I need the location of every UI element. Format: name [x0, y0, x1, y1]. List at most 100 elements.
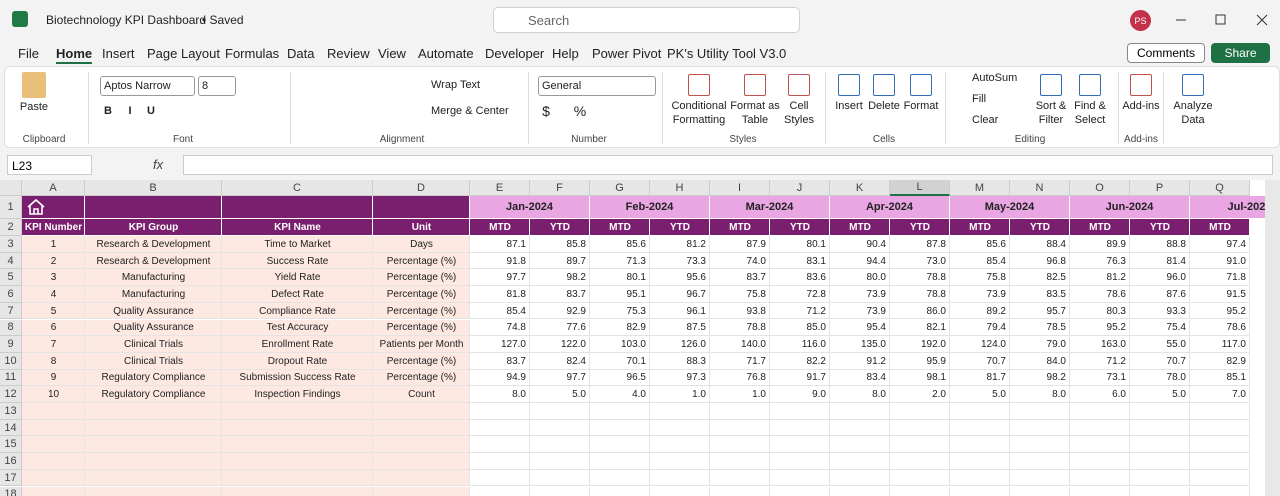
ribbon-command[interactable]: Find & Select	[1074, 100, 1106, 126]
ribbon-command[interactable]: %	[573, 103, 587, 119]
column-header: C	[222, 180, 373, 196]
cell	[1190, 236, 1250, 253]
cell	[710, 252, 770, 270]
cell	[710, 486, 770, 496]
cell	[710, 219, 770, 236]
ribbon-tab[interactable]: Insert	[102, 46, 135, 61]
ribbon-command[interactable]: Format	[903, 100, 939, 112]
cell-value: 85.6	[626, 238, 646, 250]
ribbon-command[interactable]: Analyze Data	[1173, 100, 1213, 126]
cell-value: 96.7	[686, 288, 706, 300]
ribbon-tab[interactable]: Help	[552, 46, 579, 61]
cell	[222, 319, 373, 337]
cell-value: 5.0	[1172, 389, 1186, 401]
ribbon-command[interactable]: AutoSum	[972, 72, 1018, 84]
cell-value: 5.0	[992, 389, 1006, 401]
cell	[1010, 252, 1070, 270]
ribbon-tab[interactable]: Home	[56, 46, 93, 64]
cell	[22, 403, 85, 420]
comments-button[interactable]	[1127, 43, 1205, 63]
ribbon-command[interactable]: 8	[198, 76, 236, 96]
ribbon-command[interactable]: Format as Table	[730, 100, 780, 126]
ribbon-command[interactable]: Paste	[19, 101, 49, 113]
cell	[85, 269, 222, 287]
cell	[830, 319, 890, 337]
cell-value: 1.0	[692, 389, 706, 401]
cell-value: 73.9	[866, 288, 886, 300]
ribbon-command[interactable]: Aptos Narrow	[100, 76, 195, 96]
cell	[85, 336, 222, 353]
cell	[470, 269, 530, 287]
ribbon-tab[interactable]: Automate	[418, 46, 474, 61]
cell-value: 95.9	[926, 355, 946, 367]
cell	[373, 219, 470, 236]
cell-text: Research & Development	[96, 238, 211, 250]
ribbon-tab[interactable]: View	[378, 46, 406, 61]
ribbon-command[interactable]: Delete	[868, 100, 900, 112]
ribbon-tab[interactable]: Developer	[485, 46, 545, 61]
home-icon[interactable]	[26, 198, 46, 216]
cell-value: 89.7	[566, 255, 586, 267]
cell-value: 94.9	[506, 372, 526, 384]
ribbon-command[interactable]: Sort & Filter	[1035, 100, 1067, 126]
cell-value: 81.8	[506, 288, 526, 300]
cell-value: 81.2	[686, 238, 706, 250]
column-header: F	[530, 180, 590, 196]
ribbon-command[interactable]: Wrap Text	[431, 79, 481, 91]
cell	[830, 386, 890, 403]
cell-value: 96.5	[626, 372, 646, 384]
ribbon-tab[interactable]: Power Pivot	[592, 46, 662, 61]
ribbon-tab[interactable]: PK's Utility Tool V3.0	[667, 46, 787, 61]
ribbon-command[interactable]: Fill	[972, 93, 987, 105]
ribbon-command[interactable]: Cell Styles	[784, 100, 814, 126]
group-separator	[945, 72, 946, 144]
cell-value: 75.4	[1166, 322, 1186, 334]
ribbon-tab[interactable]: Page Layout	[147, 46, 221, 61]
cell	[373, 469, 470, 487]
share-label[interactable]: Share	[1224, 46, 1257, 60]
cell-value: 127.0	[500, 339, 526, 351]
ribbon-command[interactable]: Clear	[972, 114, 999, 126]
formula-input[interactable]	[183, 155, 1273, 175]
paste-icon[interactable]	[22, 72, 46, 98]
cell-value: 95.1	[626, 288, 646, 300]
ribbon-command[interactable]: General	[538, 76, 656, 96]
ribbon-tab[interactable]: File	[18, 46, 39, 61]
cell	[530, 219, 590, 236]
cell	[1130, 236, 1190, 253]
ribbon-command[interactable]: Merge & Center	[431, 105, 509, 117]
ribbon-tab[interactable]: Formulas	[225, 46, 280, 61]
ribbon-command[interactable]: I	[128, 105, 132, 117]
cell-value: 77.6	[566, 322, 586, 334]
cell	[590, 419, 650, 437]
name-box[interactable]	[7, 155, 92, 175]
comments-label[interactable]: Comments	[1136, 46, 1195, 60]
cell	[590, 302, 650, 320]
name-box-text[interactable]: L23	[12, 159, 33, 173]
ribbon-tab[interactable]: Data	[287, 46, 315, 61]
cell	[830, 302, 890, 320]
cell-value: 81.2	[1106, 272, 1126, 284]
column-header: G	[590, 180, 650, 196]
ribbon-command[interactable]: $	[542, 103, 550, 119]
share-button[interactable]	[1211, 43, 1270, 63]
ribbon-command[interactable]: Conditional Formatting	[671, 100, 727, 126]
cell	[22, 336, 85, 353]
search-box[interactable]	[493, 7, 800, 33]
cell-text: Percentage (%)	[386, 272, 457, 284]
ribbon-command[interactable]: B	[104, 105, 112, 117]
cell	[85, 419, 222, 437]
ribbon-command[interactable]: Insert	[835, 100, 863, 112]
avatar[interactable]	[1130, 10, 1151, 31]
cell	[1130, 386, 1190, 403]
scrollbar[interactable]	[1265, 180, 1280, 496]
ribbon-tab[interactable]: Review	[327, 46, 370, 61]
ribbon-command[interactable]: Add-ins	[1122, 100, 1160, 112]
period-title: MTD	[1089, 222, 1111, 233]
cell-text: 5	[50, 305, 57, 317]
cell-value: 95.6	[686, 272, 706, 284]
cell	[1070, 336, 1130, 353]
window-controls[interactable]	[1170, 10, 1270, 30]
ribbon-command[interactable]: U	[147, 105, 155, 117]
cell	[1130, 286, 1190, 303]
